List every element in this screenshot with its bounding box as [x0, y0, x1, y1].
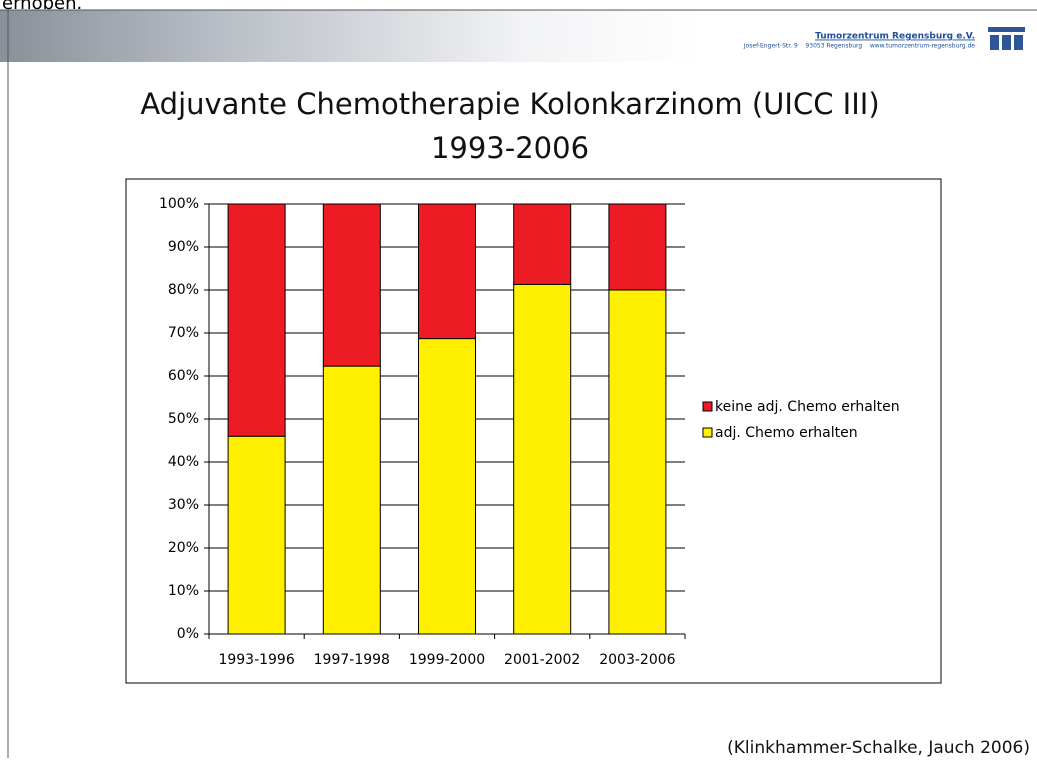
org-address: Josef-Engert-Str. 9 93053 Regensburg www… — [743, 43, 975, 50]
bar-segment — [608, 289, 667, 635]
legend-label: adj. Chemo erhalten — [715, 425, 858, 441]
y-tick-label: 40% — [168, 454, 199, 470]
x-tick-label: 1999-2000 — [409, 652, 485, 668]
bar-segment — [608, 203, 667, 291]
legend-swatch — [702, 401, 713, 412]
y-tick-label: 10% — [168, 583, 199, 599]
y-tick-label: 20% — [168, 540, 199, 556]
x-tick-label: 2001-2002 — [504, 652, 580, 668]
org-name: Tumorzentrum Regensburg e.V. — [815, 32, 975, 42]
cropped-text: erhoben. — [2, 0, 82, 14]
bar-segment — [322, 365, 381, 635]
y-tick-label: 30% — [168, 497, 199, 513]
bar-segment — [322, 203, 381, 367]
x-tick-label: 1993-1996 — [218, 652, 294, 668]
chart-title: Adjuvante Chemotherapie Kolonkarzinom (U… — [140, 87, 879, 121]
bar-segment — [418, 338, 476, 635]
bar-segment — [513, 283, 572, 635]
y-tick-label: 80% — [168, 282, 199, 298]
header-image — [0, 10, 700, 62]
bar-segment — [227, 435, 286, 635]
y-tick-label: 100% — [159, 196, 199, 212]
chart-title: 1993-2006 — [431, 131, 589, 165]
legend-label: keine adj. Chemo erhalten — [715, 399, 900, 415]
logo — [988, 27, 1025, 50]
x-tick-label: 2003-2006 — [599, 652, 675, 668]
bar-segment — [418, 203, 476, 340]
y-tick-label: 0% — [177, 626, 199, 642]
y-tick-label: 90% — [168, 239, 199, 255]
bar-segment — [513, 203, 572, 285]
y-tick-label: 70% — [168, 325, 199, 341]
y-tick-label: 50% — [168, 411, 199, 427]
legend-swatch — [702, 427, 713, 438]
bar-segment — [227, 203, 286, 437]
x-tick-label: 1997-1998 — [314, 652, 390, 668]
y-tick-label: 60% — [168, 368, 199, 384]
source-note: (Klinkhammer-Schalke, Jauch 2006) — [727, 738, 1030, 758]
